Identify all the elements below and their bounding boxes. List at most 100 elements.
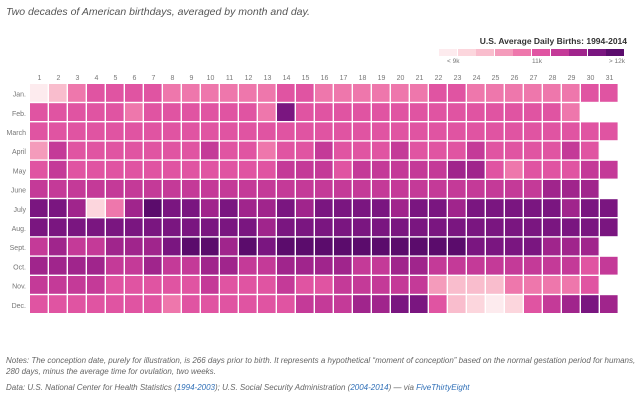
heat-cell[interactable] — [163, 295, 181, 313]
heat-cell[interactable] — [410, 218, 428, 237]
heat-cell[interactable] — [239, 180, 257, 198]
heat-cell[interactable] — [144, 295, 162, 313]
heat-cell[interactable] — [391, 237, 409, 256]
heat-cell[interactable] — [410, 103, 428, 121]
heat-cell[interactable] — [562, 295, 580, 313]
heat-cell[interactable] — [353, 295, 371, 313]
heat-cell[interactable] — [87, 256, 105, 275]
heat-cell[interactable] — [315, 295, 333, 313]
heat-cell[interactable] — [600, 122, 618, 141]
heat-cell[interactable] — [106, 218, 124, 237]
heat-cell[interactable] — [144, 84, 162, 102]
heat-cell[interactable] — [182, 199, 200, 217]
heat-cell[interactable] — [239, 295, 257, 313]
heat-cell[interactable] — [448, 103, 466, 121]
heat-cell[interactable] — [372, 141, 390, 160]
heat-cell[interactable] — [49, 141, 67, 160]
heat-cell[interactable] — [429, 160, 447, 179]
heat-cell[interactable] — [467, 141, 485, 160]
heat-cell[interactable] — [353, 84, 371, 102]
heat-cell[interactable] — [334, 295, 352, 313]
heat-cell[interactable] — [543, 199, 561, 217]
heat-cell[interactable] — [315, 103, 333, 121]
heat-cell[interactable] — [600, 160, 618, 179]
heat-cell[interactable] — [201, 160, 219, 179]
heat-cell[interactable] — [524, 160, 542, 179]
heat-cell[interactable] — [220, 160, 238, 179]
heat-cell[interactable] — [505, 84, 523, 102]
heat-cell[interactable] — [68, 237, 86, 256]
heat-cell[interactable] — [391, 295, 409, 313]
heat-cell[interactable] — [429, 84, 447, 102]
heat-cell[interactable] — [182, 237, 200, 256]
heat-cell[interactable] — [391, 122, 409, 141]
heat-cell[interactable] — [30, 141, 48, 160]
heat-cell[interactable] — [239, 218, 257, 237]
heat-cell[interactable] — [315, 218, 333, 237]
heat-cell[interactable] — [201, 141, 219, 160]
heat-cell[interactable] — [220, 276, 238, 294]
heat-cell[interactable] — [505, 199, 523, 217]
heat-cell[interactable] — [125, 256, 143, 275]
heat-cell[interactable] — [201, 218, 219, 237]
heat-cell[interactable] — [315, 180, 333, 198]
heat-cell[interactable] — [448, 199, 466, 217]
heat-cell[interactable] — [258, 256, 276, 275]
heat-cell[interactable] — [581, 237, 599, 256]
heat-cell[interactable] — [353, 180, 371, 198]
heat-cell[interactable] — [144, 122, 162, 141]
heat-cell[interactable] — [429, 256, 447, 275]
heat-cell[interactable] — [144, 160, 162, 179]
heat-cell[interactable] — [87, 180, 105, 198]
heat-cell[interactable] — [315, 84, 333, 102]
heat-cell[interactable] — [49, 199, 67, 217]
heat-cell[interactable] — [543, 180, 561, 198]
heat-cell[interactable] — [296, 122, 314, 141]
heat-cell[interactable] — [87, 199, 105, 217]
heat-cell[interactable] — [125, 237, 143, 256]
heat-cell[interactable] — [296, 84, 314, 102]
heat-cell[interactable] — [600, 84, 618, 102]
heat-cell[interactable] — [49, 295, 67, 313]
heat-cell[interactable] — [258, 84, 276, 102]
heat-cell[interactable] — [429, 295, 447, 313]
heat-cell[interactable] — [87, 160, 105, 179]
heat-cell[interactable] — [68, 180, 86, 198]
heat-cell[interactable] — [125, 295, 143, 313]
heat-cell[interactable] — [125, 218, 143, 237]
heat-cell[interactable] — [163, 180, 181, 198]
heat-cell[interactable] — [144, 237, 162, 256]
heat-cell[interactable] — [372, 122, 390, 141]
heat-cell[interactable] — [391, 103, 409, 121]
heat-cell[interactable] — [581, 256, 599, 275]
heat-cell[interactable] — [562, 199, 580, 217]
heat-cell[interactable] — [87, 295, 105, 313]
heat-cell[interactable] — [144, 256, 162, 275]
heat-cell[interactable] — [220, 122, 238, 141]
heat-cell[interactable] — [353, 103, 371, 121]
heat-cell[interactable] — [258, 103, 276, 121]
heat-cell[interactable] — [543, 84, 561, 102]
heat-cell[interactable] — [448, 276, 466, 294]
heat-cell[interactable] — [49, 122, 67, 141]
heat-cell[interactable] — [239, 276, 257, 294]
heat-cell[interactable] — [296, 256, 314, 275]
heat-cell[interactable] — [486, 160, 504, 179]
heat-cell[interactable] — [68, 122, 86, 141]
heat-cell[interactable] — [144, 218, 162, 237]
heat-cell[interactable] — [391, 160, 409, 179]
heat-cell[interactable] — [182, 180, 200, 198]
heat-cell[interactable] — [448, 122, 466, 141]
heat-cell[interactable] — [258, 276, 276, 294]
heat-cell[interactable] — [467, 103, 485, 121]
heat-cell[interactable] — [372, 180, 390, 198]
heat-cell[interactable] — [372, 295, 390, 313]
heat-cell[interactable] — [410, 276, 428, 294]
heat-cell[interactable] — [182, 276, 200, 294]
heat-cell[interactable] — [581, 84, 599, 102]
heat-cell[interactable] — [49, 103, 67, 121]
heat-cell[interactable] — [277, 237, 295, 256]
heat-cell[interactable] — [467, 122, 485, 141]
heat-cell[interactable] — [391, 141, 409, 160]
heat-cell[interactable] — [334, 218, 352, 237]
